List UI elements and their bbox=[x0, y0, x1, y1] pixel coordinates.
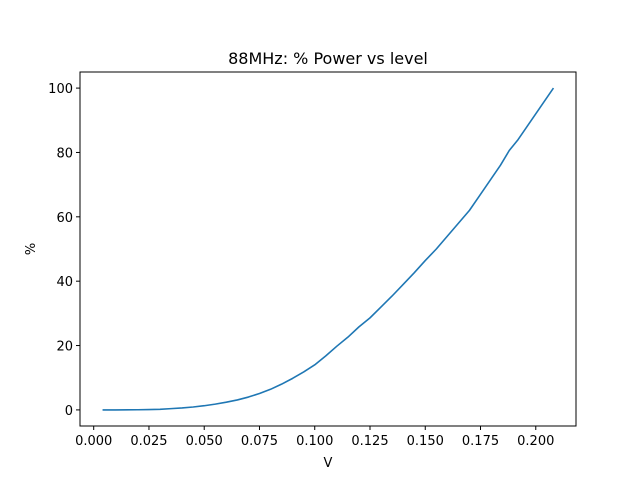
y-tick-label: 100 bbox=[48, 82, 73, 97]
series-layer bbox=[102, 87, 555, 411]
x-tick-label: 0.100 bbox=[296, 434, 333, 449]
y-tick-label: 20 bbox=[56, 340, 73, 355]
chart-title: 88MHz: % Power vs level bbox=[228, 49, 428, 68]
x-tick-label: 0.175 bbox=[462, 434, 499, 449]
plot-frame bbox=[79, 71, 577, 427]
x-tick-label: 0.150 bbox=[407, 434, 444, 449]
x-tick-label: 0.075 bbox=[241, 434, 278, 449]
y-tick-label: 60 bbox=[56, 211, 73, 226]
x-tick-label: 0.200 bbox=[517, 434, 554, 449]
x-axis: 0.000 0.025 0.050 0.075 0.100 0.125 0.150 0.175… bbox=[75, 426, 554, 449]
x-tick-label: 0.125 bbox=[351, 434, 388, 449]
y-tick-label: 80 bbox=[56, 146, 73, 161]
x-tick-label: 0.000 bbox=[75, 434, 112, 449]
y-tick-label: 0 bbox=[65, 404, 73, 419]
y-axis-label: % bbox=[24, 243, 39, 255]
x-tick-label: 0.025 bbox=[130, 434, 167, 449]
y-axis: 0 20 40 60 80 100 bbox=[48, 82, 80, 419]
x-tick-label: 0.050 bbox=[186, 434, 223, 449]
series-line-0 bbox=[102, 87, 555, 411]
y-tick-label: 40 bbox=[56, 275, 73, 290]
x-axis-label: V bbox=[324, 456, 333, 471]
